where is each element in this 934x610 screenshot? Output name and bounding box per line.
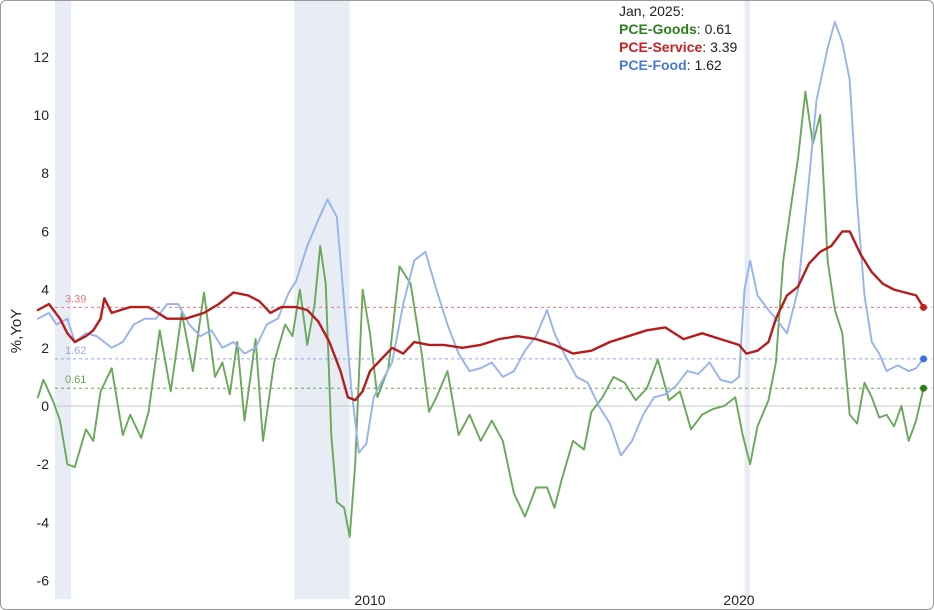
- recession-band: [55, 1, 72, 599]
- legend-value-service: 3.39: [710, 39, 738, 55]
- x-tick-label: 2020: [723, 592, 754, 608]
- y-tick-label: -6: [37, 573, 50, 589]
- y-tick-label: 4: [41, 282, 49, 298]
- legend-value-food: 1.62: [694, 57, 722, 73]
- legend-item-food: PCE-Food: 1.62: [619, 57, 722, 73]
- series-lines: [36, 20, 927, 538]
- series-end-point: [920, 303, 927, 311]
- reference-label: 1.62: [65, 345, 86, 357]
- y-axis-title: %,YoY: [8, 309, 25, 353]
- recession-bands: [55, 1, 751, 599]
- reference-label: 3.39: [65, 293, 86, 305]
- legend-item-goods: PCE-Goods: 0.61: [619, 21, 732, 37]
- series-line: [36, 230, 925, 402]
- legend-name-goods: PCE-Goods: [619, 21, 697, 37]
- series-line: [36, 90, 925, 538]
- series-line: [36, 20, 925, 457]
- legend-item-service: PCE-Service: 3.39: [619, 39, 738, 55]
- y-tick-label: -2: [37, 456, 50, 472]
- y-tick-label: 0: [41, 398, 49, 414]
- series-end-point: [920, 384, 927, 392]
- legend-value-goods: 0.61: [704, 21, 732, 37]
- y-tick-label: 8: [41, 165, 49, 181]
- recession-band: [294, 1, 350, 599]
- legend-date: Jan, 2025:: [619, 3, 685, 19]
- reference-label: 0.61: [65, 374, 86, 386]
- x-axis-ticks: 2010 2020: [354, 592, 754, 608]
- y-tick-label: 2: [41, 340, 49, 356]
- recession-band: [744, 1, 751, 599]
- y-tick-label: 12: [33, 49, 49, 65]
- y-tick-label: -4: [37, 514, 50, 530]
- y-tick-label: 6: [41, 223, 49, 239]
- legend: Jan, 2025: PCE-Goods: 0.61 PCE-Service: …: [619, 2, 737, 74]
- x-tick-label: 2010: [354, 592, 385, 608]
- legend-name-food: PCE-Food: [619, 57, 687, 73]
- legend-name-service: PCE-Service: [619, 39, 703, 55]
- y-axis-ticks: -6 -4 -2 0 2 4 6 8 10 12: [33, 49, 49, 589]
- y-tick-label: 10: [33, 107, 49, 123]
- series-end-point: [920, 355, 927, 363]
